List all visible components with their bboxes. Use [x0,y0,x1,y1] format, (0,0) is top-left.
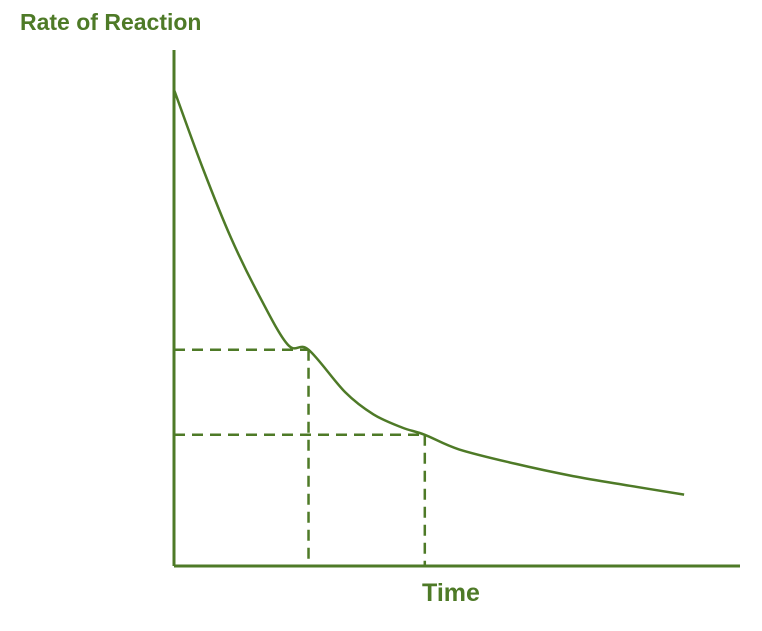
x-axis-label: Time [422,579,480,607]
reference-lines [174,348,427,566]
rate-curve-line [172,89,685,496]
y-axis-label: Rate of Reaction [20,9,201,35]
